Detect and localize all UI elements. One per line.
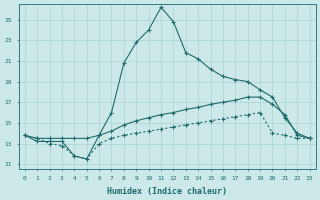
X-axis label: Humidex (Indice chaleur): Humidex (Indice chaleur)	[107, 187, 227, 196]
